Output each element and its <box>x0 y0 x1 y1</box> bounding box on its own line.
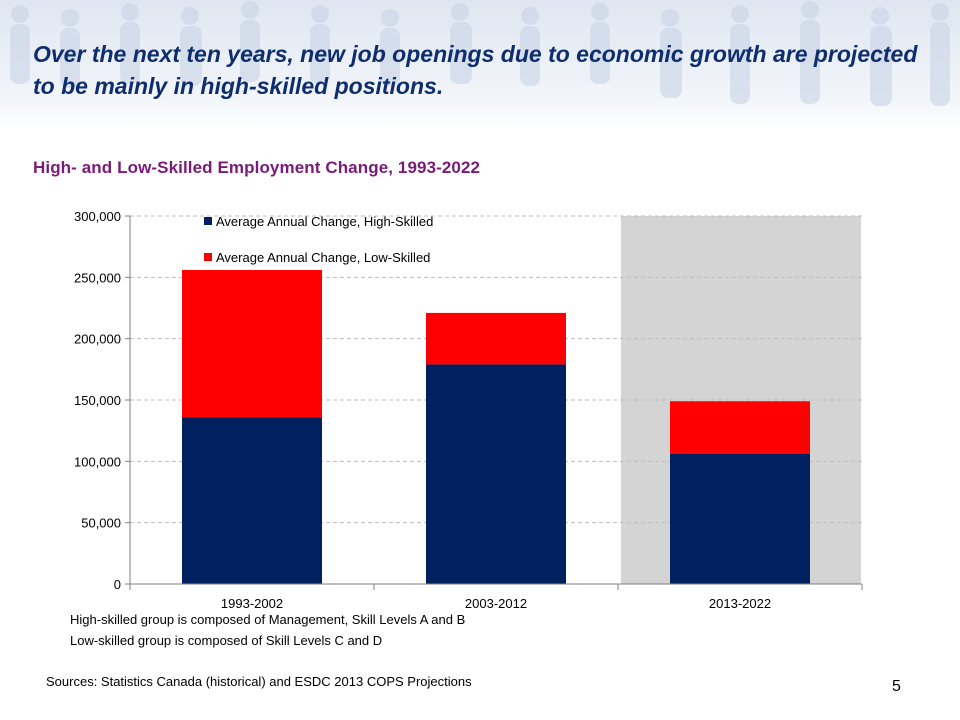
legend-label-low-skilled: Average Annual Change, Low-Skilled <box>216 250 430 265</box>
y-tick-label: 0 <box>114 577 121 592</box>
header-banner <box>0 0 960 130</box>
page-number: 5 <box>892 678 901 695</box>
y-tick-label: 50,000 <box>81 516 121 531</box>
y-tick-label: 100,000 <box>74 454 121 469</box>
chart-title: High- and Low-Skilled Employment Change,… <box>33 158 481 177</box>
bar-high-skilled <box>426 364 566 584</box>
slide-title: Over the next ten years, new job opening… <box>33 41 918 99</box>
y-tick-label: 150,000 <box>74 393 121 408</box>
x-tick-label: 2003-2012 <box>465 596 527 611</box>
legend-swatch-low-skilled <box>204 253 212 261</box>
y-tick-label: 250,000 <box>74 270 121 285</box>
bar-high-skilled <box>670 453 810 584</box>
footnote-low-skilled: Low-skilled group is composed of Skill L… <box>70 633 383 648</box>
bar-low-skilled <box>670 401 810 454</box>
y-tick-label: 200,000 <box>74 332 121 347</box>
source-note: Sources: Statistics Canada (historical) … <box>46 674 472 689</box>
bar-high-skilled <box>182 417 322 584</box>
bar-low-skilled <box>426 312 566 365</box>
footnote-high-skilled: High-skilled group is composed of Manage… <box>70 612 466 627</box>
legend-swatch-high-skilled <box>204 217 212 225</box>
x-tick-label: 1993-2002 <box>221 596 283 611</box>
y-tick-label: 300,000 <box>74 209 121 224</box>
x-tick-label: 2013-2022 <box>709 596 771 611</box>
legend-label-high-skilled: Average Annual Change, High-Skilled <box>216 214 433 229</box>
bar-low-skilled <box>182 269 322 418</box>
